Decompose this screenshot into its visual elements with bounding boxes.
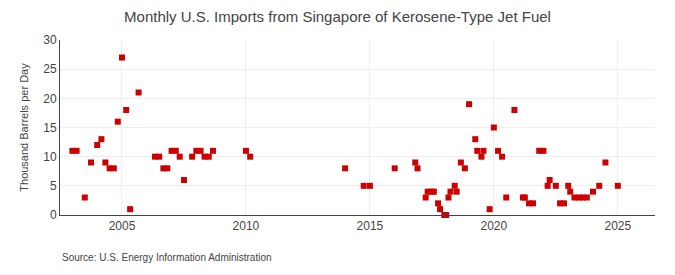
svg-text:0: 0 xyxy=(50,208,57,222)
svg-text:2025: 2025 xyxy=(604,219,631,233)
svg-text:2010: 2010 xyxy=(233,219,260,233)
svg-text:5: 5 xyxy=(50,179,57,193)
svg-text:Monthly U.S. Imports from Sing: Monthly U.S. Imports from Singapore of K… xyxy=(124,8,551,25)
svg-text:10: 10 xyxy=(43,150,57,164)
svg-text:15: 15 xyxy=(43,121,57,135)
svg-text:Thousand Barrels per Day: Thousand Barrels per Day xyxy=(18,63,30,192)
svg-text:2005: 2005 xyxy=(109,219,136,233)
svg-text:20: 20 xyxy=(43,92,57,106)
svg-text:2015: 2015 xyxy=(357,219,384,233)
svg-text:2020: 2020 xyxy=(480,219,507,233)
svg-text:25: 25 xyxy=(43,62,57,76)
svg-text:30: 30 xyxy=(43,33,57,47)
svg-text:Source: U.S. Energy Informatio: Source: U.S. Energy Information Administ… xyxy=(62,252,272,263)
